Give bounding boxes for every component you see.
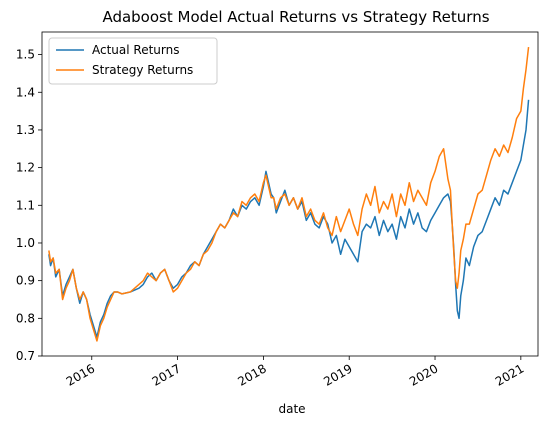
- legend-entry-2: Strategy Returns: [92, 63, 193, 77]
- chart-title: Adaboost Model Actual Returns vs Strateg…: [102, 8, 489, 26]
- y-tick-label: 0.7: [16, 349, 35, 363]
- x-tick-label: 2016: [64, 361, 97, 388]
- legend-entry-1: Actual Returns: [92, 43, 179, 57]
- x-axis-label: date: [278, 402, 305, 416]
- y-tick-label: 0.8: [16, 311, 35, 325]
- y-tick-label: 1.0: [16, 236, 35, 250]
- y-tick-label: 1.2: [16, 161, 35, 175]
- plot-area: [41, 31, 539, 357]
- x-tick-label: 2020: [407, 361, 440, 388]
- y-tick-label: 1.1: [16, 198, 35, 212]
- x-tick-label: 2017: [150, 361, 183, 388]
- plot-frame: [41, 31, 539, 357]
- legend: Actual Returns Strategy Returns: [48, 37, 218, 85]
- y-tick-label: 1.4: [16, 85, 35, 99]
- x-tick-label: 2021: [493, 361, 526, 388]
- series-line-1: [48, 99, 530, 338]
- y-tick-label: 1.3: [16, 123, 35, 137]
- series-line-2: [48, 46, 530, 342]
- x-tick-label: 2019: [321, 361, 354, 388]
- y-tick-label: 0.9: [16, 274, 35, 288]
- y-axis: 0.7 0.8 0.9 1.0 1.1 1.2 1.3 1.4 1.5: [16, 48, 42, 363]
- legend-frame: [48, 37, 218, 85]
- y-tick-label: 1.5: [16, 48, 35, 62]
- x-tick-label: 2018: [235, 361, 268, 388]
- x-axis: 2016 2017 2018 2019 2020 2021: [64, 356, 526, 389]
